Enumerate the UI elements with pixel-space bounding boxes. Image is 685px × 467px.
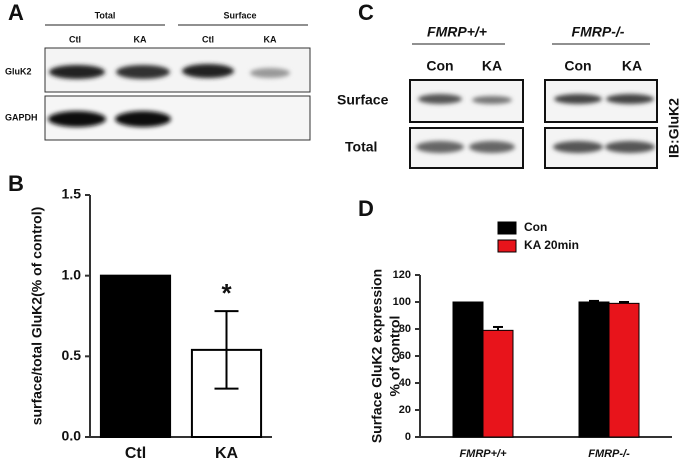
row-label: GluK2 <box>5 66 32 76</box>
lane-label: KA <box>264 34 277 44</box>
group-label: Total <box>95 10 116 20</box>
bar <box>99 274 172 438</box>
y-tick-label: 0.0 <box>62 428 82 444</box>
legend-swatch <box>497 221 517 235</box>
legend-swatch <box>497 239 517 253</box>
x-tick-label: KA <box>215 445 239 462</box>
row-label: GAPDH <box>5 112 38 122</box>
annotation: * <box>221 278 232 308</box>
legend-label: KA 20min <box>524 238 579 252</box>
x-tick-label: Ctl <box>125 445 146 462</box>
lane-label: Ctl <box>69 34 81 44</box>
y-tick-label: 60 <box>399 350 411 362</box>
lane-label: Con <box>426 58 453 74</box>
y-axis-label: % of control <box>387 316 403 397</box>
row-label: Total <box>345 139 377 155</box>
group-label: Surface <box>223 10 256 20</box>
error-bar <box>619 301 629 304</box>
group-label: FMRP+/+ <box>427 24 487 40</box>
lane-label: Con <box>564 58 591 74</box>
y-axis-label: Surface GluK2 expression <box>369 269 385 443</box>
y-tick-label: 1.0 <box>62 266 82 282</box>
panel-letter: A <box>8 0 24 25</box>
bar <box>482 329 514 438</box>
bands <box>48 64 290 127</box>
panel-letter: B <box>8 171 24 196</box>
error-bar <box>214 310 239 390</box>
y-tick-label: 1.5 <box>62 186 82 202</box>
y-tick-label: 120 <box>393 269 411 281</box>
x-tick-label: FMRP-/- <box>588 448 630 460</box>
row-label: Surface <box>337 92 389 108</box>
y-tick-label: 0 <box>405 431 411 443</box>
y-tick-label: 80 <box>399 323 411 335</box>
panel-letter: D <box>358 196 374 221</box>
error-bar <box>589 299 599 302</box>
lane-label: KA <box>134 34 147 44</box>
y-tick-label: 40 <box>399 377 411 389</box>
y-axis-label: surface/total GluK2(% of control) <box>29 207 45 426</box>
legend-label: Con <box>524 220 547 234</box>
y-tick-label: 100 <box>393 296 411 308</box>
error-bar <box>493 325 503 331</box>
lane-label: KA <box>622 58 642 74</box>
panel-letter: C <box>358 0 374 25</box>
y-tick-label: 0.5 <box>62 347 82 363</box>
lane-label: KA <box>482 58 502 74</box>
side-label: IB:GluK2 <box>666 98 682 158</box>
bar <box>578 301 610 438</box>
bands <box>416 94 655 153</box>
x-tick-label: FMRP+/+ <box>459 448 507 460</box>
y-tick-label: 20 <box>399 404 411 416</box>
bar <box>608 302 640 438</box>
bar <box>452 301 484 438</box>
group-label: FMRP-/- <box>572 24 625 40</box>
lane-label: Ctl <box>202 34 214 44</box>
